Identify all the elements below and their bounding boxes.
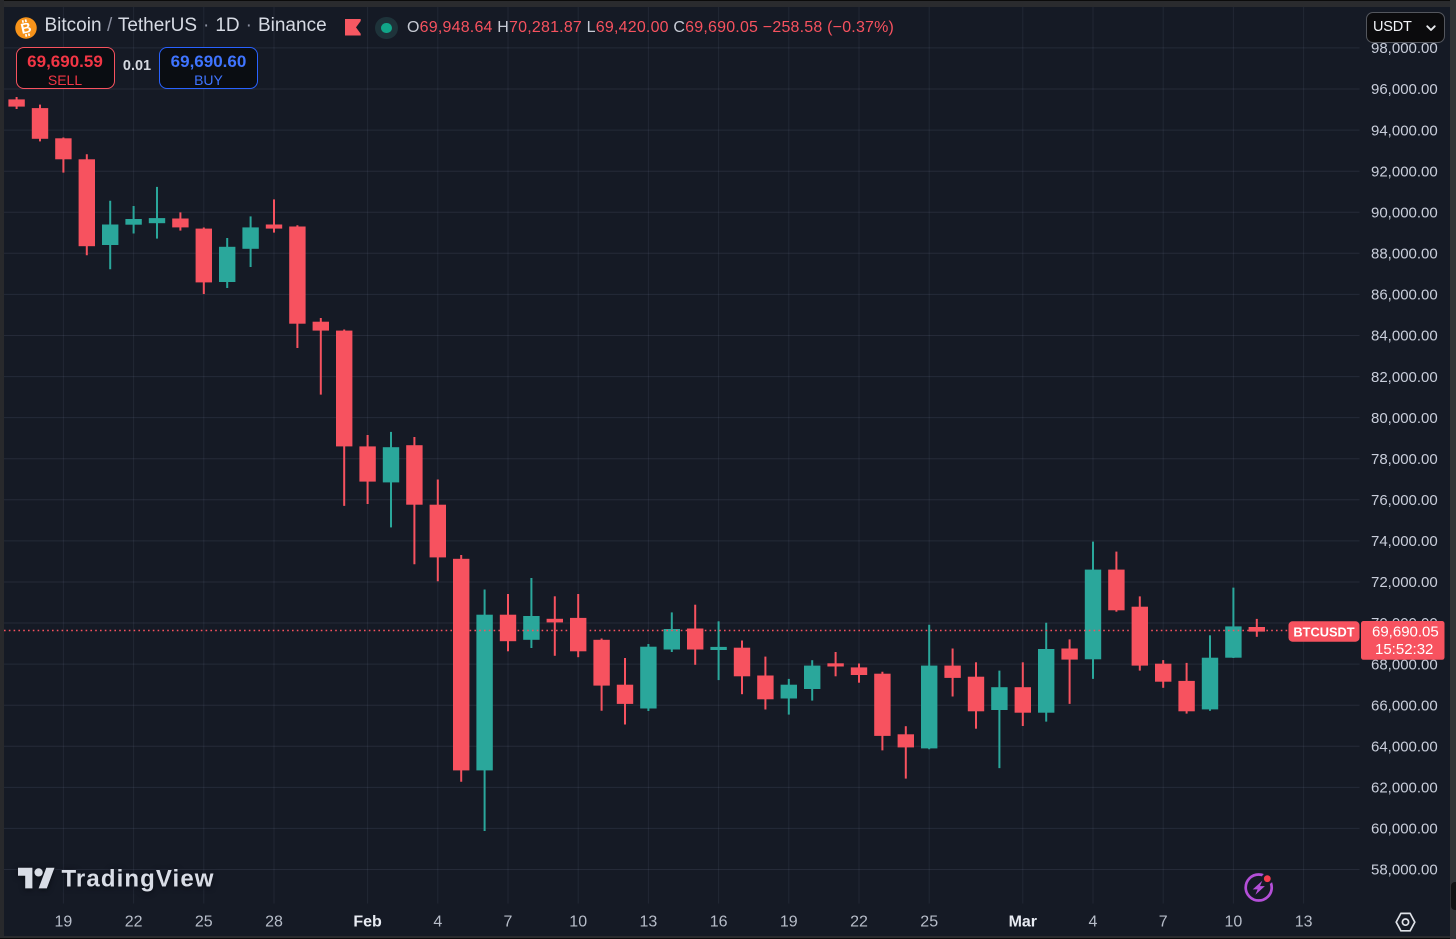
svg-text:25: 25 (920, 914, 938, 931)
svg-text:88,000.00: 88,000.00 (1371, 246, 1438, 263)
svg-text:76,000.00: 76,000.00 (1371, 492, 1438, 509)
svg-text:92,000.00: 92,000.00 (1371, 163, 1438, 180)
svg-text:BTCUSDT: BTCUSDT (1293, 624, 1354, 639)
svg-text:7: 7 (504, 914, 513, 931)
svg-text:13: 13 (1295, 914, 1313, 931)
svg-text:7: 7 (1159, 914, 1168, 931)
svg-text:13: 13 (640, 914, 658, 931)
svg-text:22: 22 (125, 914, 143, 931)
svg-text:64,000.00: 64,000.00 (1371, 739, 1438, 756)
svg-text:90,000.00: 90,000.00 (1371, 204, 1438, 221)
svg-text:19: 19 (780, 914, 798, 931)
svg-text:10: 10 (1225, 914, 1243, 931)
svg-text:82,000.00: 82,000.00 (1371, 369, 1438, 386)
svg-text:78,000.00: 78,000.00 (1371, 451, 1438, 468)
svg-text:86,000.00: 86,000.00 (1371, 287, 1438, 304)
svg-text:16: 16 (710, 914, 728, 931)
svg-text:25: 25 (195, 914, 213, 931)
svg-text:74,000.00: 74,000.00 (1371, 533, 1438, 550)
svg-text:60,000.00: 60,000.00 (1371, 821, 1438, 838)
svg-text:Mar: Mar (1009, 914, 1037, 931)
svg-text:28: 28 (265, 914, 283, 931)
svg-text:80,000.00: 80,000.00 (1371, 410, 1438, 427)
svg-text:Feb: Feb (353, 914, 382, 931)
svg-text:66,000.00: 66,000.00 (1371, 697, 1438, 714)
svg-text:B: B (19, 20, 33, 38)
svg-text:10: 10 (569, 914, 587, 931)
svg-text:58,000.00: 58,000.00 (1371, 862, 1438, 879)
svg-text:72,000.00: 72,000.00 (1371, 574, 1438, 591)
svg-text:68,000.00: 68,000.00 (1371, 656, 1438, 673)
svg-text:22: 22 (850, 914, 868, 931)
svg-text:4: 4 (433, 914, 442, 931)
svg-text:94,000.00: 94,000.00 (1371, 122, 1438, 139)
svg-text:96,000.00: 96,000.00 (1371, 81, 1438, 98)
svg-text:15:52:32: 15:52:32 (1375, 641, 1433, 658)
svg-text:TradingView: TradingView (62, 865, 215, 892)
svg-text:19: 19 (55, 914, 73, 931)
svg-text:84,000.00: 84,000.00 (1371, 328, 1438, 345)
svg-text:69,690.05: 69,690.05 (1372, 624, 1439, 641)
svg-text:98,000.00: 98,000.00 (1371, 40, 1438, 57)
svg-text:4: 4 (1089, 914, 1098, 931)
svg-text:62,000.00: 62,000.00 (1371, 780, 1438, 797)
